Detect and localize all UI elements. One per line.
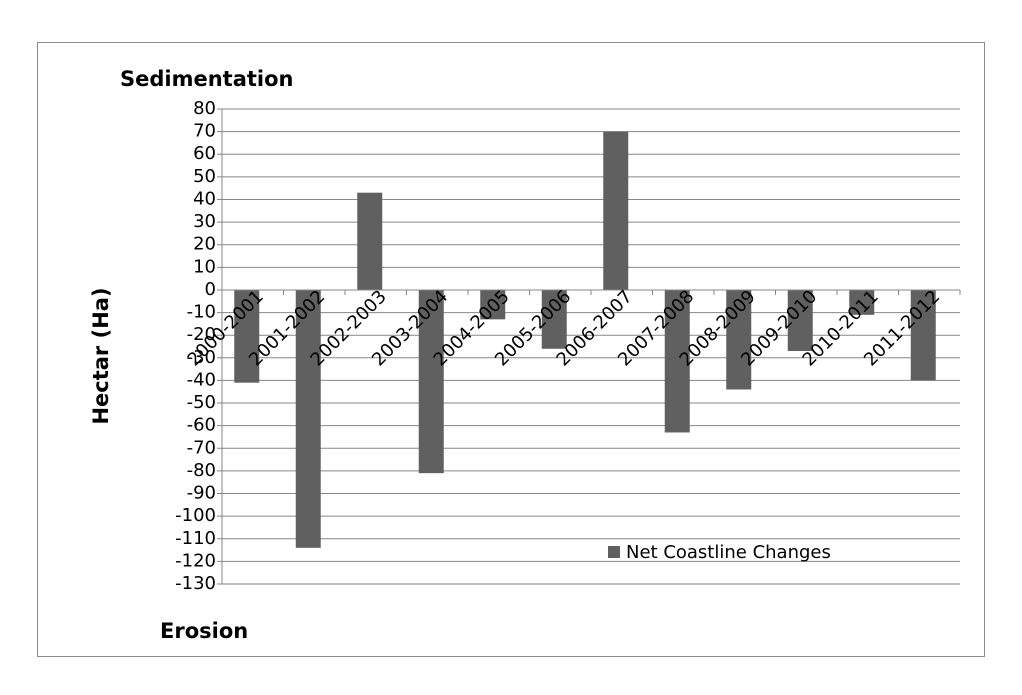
chart-border: [37, 42, 985, 657]
y-tick-label: 70: [193, 121, 216, 142]
y-tick-label: 30: [193, 211, 216, 232]
y-tick-label: -30: [187, 347, 216, 368]
y-tick-label: -10: [187, 302, 216, 323]
y-tick-label: 40: [193, 188, 216, 209]
bottom-annotation: Erosion: [160, 619, 248, 643]
bar: [726, 289, 752, 390]
y-tick-label: -110: [175, 528, 216, 549]
y-tick-label: -80: [187, 460, 216, 481]
legend-label: Net Coastline Changes: [626, 542, 831, 563]
bar: [910, 289, 936, 381]
bar: [480, 289, 506, 320]
y-tick-label: -50: [187, 392, 216, 413]
y-tick-label: -60: [187, 415, 216, 436]
y-tick-label: -70: [187, 437, 216, 458]
y-tick-label: -100: [175, 505, 216, 526]
y-tick-label: -130: [175, 573, 216, 594]
y-tick-label: 10: [193, 256, 216, 277]
y-axis-title: Hectar (Ha): [89, 287, 113, 424]
y-tick-label: 80: [193, 98, 216, 119]
y-tick-label: 0: [205, 279, 216, 300]
legend-swatch: [608, 546, 620, 558]
y-tick-label: -90: [187, 483, 216, 504]
bar: [603, 131, 629, 290]
bar: [541, 289, 567, 349]
bar: [234, 289, 260, 383]
y-tick-label: 20: [193, 234, 216, 255]
y-tick-label: -40: [187, 369, 216, 390]
y-tick-label: -120: [175, 550, 216, 571]
bar: [418, 289, 444, 474]
bar: [664, 289, 690, 433]
top-annotation: Sedimentation: [120, 67, 294, 91]
bar: [849, 289, 875, 315]
y-tick-label: 60: [193, 143, 216, 164]
bar: [295, 289, 321, 548]
bar: [357, 192, 383, 290]
y-tick-label: 50: [193, 166, 216, 187]
bar: [787, 289, 813, 352]
y-tick-label: -20: [187, 324, 216, 345]
